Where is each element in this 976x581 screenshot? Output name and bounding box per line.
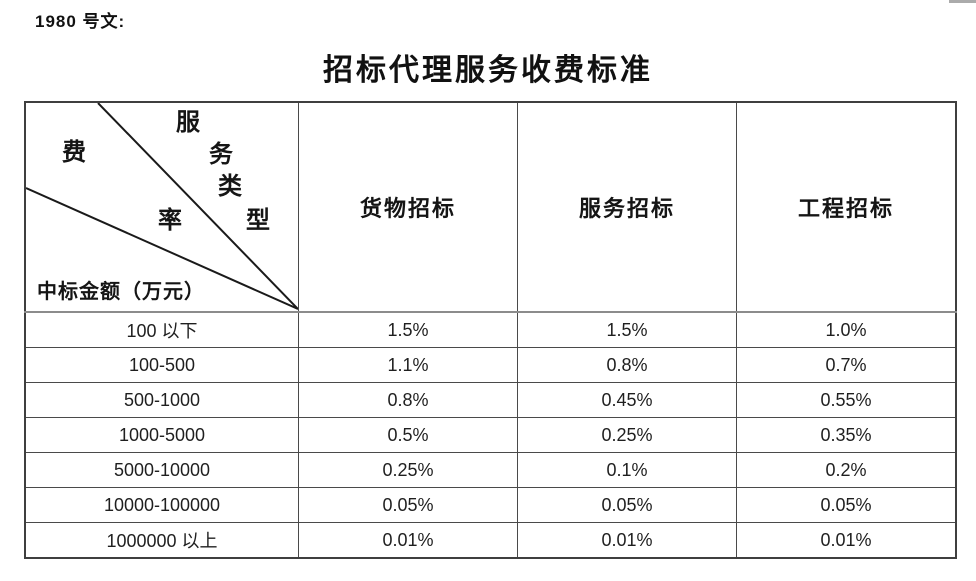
service-rate-cell: 0.1%	[517, 452, 737, 488]
table-row: 10000-100000 0.05% 0.05% 0.05%	[24, 487, 957, 523]
works-rate-cell: 0.35%	[736, 417, 957, 453]
goods-rate-cell: 1.5%	[298, 311, 518, 348]
works-rate-cell: 0.2%	[736, 452, 957, 488]
document-reference: 1980 号文:	[35, 12, 126, 31]
works-rate-cell: 0.7%	[736, 347, 957, 383]
diagonal-divider-lines	[26, 103, 298, 310]
fee-standard-table: 费 率 服 务 类 型 中标金额（万元） 货物招标 服务招标 工程招标 100 …	[24, 101, 957, 559]
service-type-label-char-1: 服	[176, 110, 200, 136]
service-rate-cell: 1.5%	[517, 311, 737, 348]
column-header-works: 工程招标	[736, 101, 957, 313]
table-row: 500-1000 0.8% 0.45% 0.55%	[24, 382, 957, 418]
diagonal-corner-cell: 费 率 服 务 类 型 中标金额（万元）	[24, 101, 299, 313]
service-rate-cell: 0.05%	[517, 487, 737, 523]
service-rate-cell: 0.8%	[517, 347, 737, 383]
table-header-row: 费 率 服 务 类 型 中标金额（万元） 货物招标 服务招标 工程招标	[24, 101, 957, 313]
column-header-service: 服务招标	[517, 101, 737, 313]
service-type-label-char-3: 类	[218, 174, 242, 200]
service-rate-cell: 0.25%	[517, 417, 737, 453]
amount-range-cell: 500-1000	[24, 382, 299, 418]
fee-rate-label-char-1: 费	[62, 140, 86, 166]
column-header-goods: 货物招标	[298, 101, 518, 313]
works-rate-cell: 0.01%	[736, 522, 957, 559]
works-rate-cell: 1.0%	[736, 311, 957, 348]
table-row: 1000-5000 0.5% 0.25% 0.35%	[24, 417, 957, 453]
table-row: 100 以下 1.5% 1.5% 1.0%	[24, 311, 957, 348]
amount-axis-label: 中标金额（万元）	[37, 281, 205, 303]
goods-rate-cell: 1.1%	[298, 347, 518, 383]
table-row: 100-500 1.1% 0.8% 0.7%	[24, 347, 957, 383]
page-title: 招标代理服务收费标准	[323, 54, 653, 87]
table-row: 1000000 以上 0.01% 0.01% 0.01%	[24, 522, 957, 559]
screen-edge-artifact	[949, 0, 976, 3]
amount-range-cell: 10000-100000	[24, 487, 299, 523]
amount-range-cell: 1000000 以上	[24, 522, 299, 559]
table-row: 5000-10000 0.25% 0.1% 0.2%	[24, 452, 957, 488]
amount-range-cell: 5000-10000	[24, 452, 299, 488]
service-rate-cell: 0.01%	[517, 522, 737, 559]
service-type-label-char-2: 务	[209, 142, 233, 168]
goods-rate-cell: 0.01%	[298, 522, 518, 559]
goods-rate-cell: 0.05%	[298, 487, 518, 523]
goods-rate-cell: 0.25%	[298, 452, 518, 488]
fee-rate-label-char-2: 率	[158, 208, 182, 234]
goods-rate-cell: 0.5%	[298, 417, 518, 453]
works-rate-cell: 0.05%	[736, 487, 957, 523]
amount-range-cell: 100-500	[24, 347, 299, 383]
goods-rate-cell: 0.8%	[298, 382, 518, 418]
amount-range-cell: 1000-5000	[24, 417, 299, 453]
service-type-label-char-4: 型	[246, 208, 270, 234]
amount-range-cell: 100 以下	[24, 311, 299, 348]
works-rate-cell: 0.55%	[736, 382, 957, 418]
service-rate-cell: 0.45%	[517, 382, 737, 418]
